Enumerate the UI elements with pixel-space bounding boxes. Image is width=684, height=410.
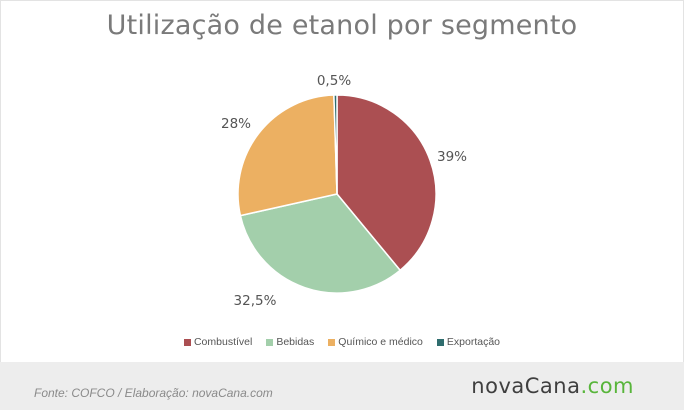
legend-label: Combustível [193, 336, 253, 348]
chart-legend: Combustível Bebidas Químico e médico Export… [0, 336, 684, 348]
novacana-logo[interactable]: novaCana.com [471, 374, 634, 398]
data-label-combustivel: 39% [437, 149, 467, 165]
legend-item-exportacao: Exportação [436, 336, 501, 348]
legend-item-quimico-medico: Químico e médico [328, 336, 423, 348]
legend-swatch [183, 338, 191, 346]
legend-label: Químico e médico [338, 336, 423, 348]
legend-swatch [266, 338, 274, 346]
source-note: Fonte: COFCO / Elaboração: novaCana.com [34, 386, 273, 400]
pie-slice-combustivel [336, 94, 437, 272]
pie-slice-quimico-medico [237, 94, 338, 217]
logo-text-cana: Cana [524, 374, 581, 398]
legend-label: Exportação [446, 336, 501, 348]
legend-item-combustivel: Combustível [183, 336, 253, 348]
data-label-bebidas: 32,5% [234, 293, 277, 309]
pie-slice-exportacao [333, 94, 338, 195]
logo-text-com: .com [580, 374, 634, 398]
logo-text-nova: nova [471, 374, 525, 398]
data-label-exportacao: 0,5% [317, 73, 351, 89]
legend-swatch [436, 338, 444, 346]
legend-swatch [328, 338, 336, 346]
legend-item-bebidas: Bebidas [266, 336, 314, 348]
pie-chart: 39% 32,5% 28% 0,5% [221, 73, 467, 309]
footer-bar: Fonte: COFCO / Elaboração: novaCana.com … [0, 362, 684, 410]
chart-title: Utilização de etanol por segmento [106, 10, 578, 41]
legend-label: Bebidas [276, 336, 315, 348]
pie-slice-bebidas [239, 193, 402, 294]
data-label-quimico-medico: 28% [221, 116, 251, 132]
